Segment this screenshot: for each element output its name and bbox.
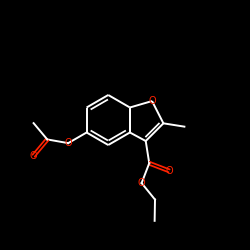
Text: O: O: [148, 96, 156, 106]
Text: O: O: [138, 178, 145, 188]
Text: O: O: [165, 166, 173, 176]
Text: O: O: [64, 138, 72, 148]
Text: O: O: [30, 151, 38, 161]
